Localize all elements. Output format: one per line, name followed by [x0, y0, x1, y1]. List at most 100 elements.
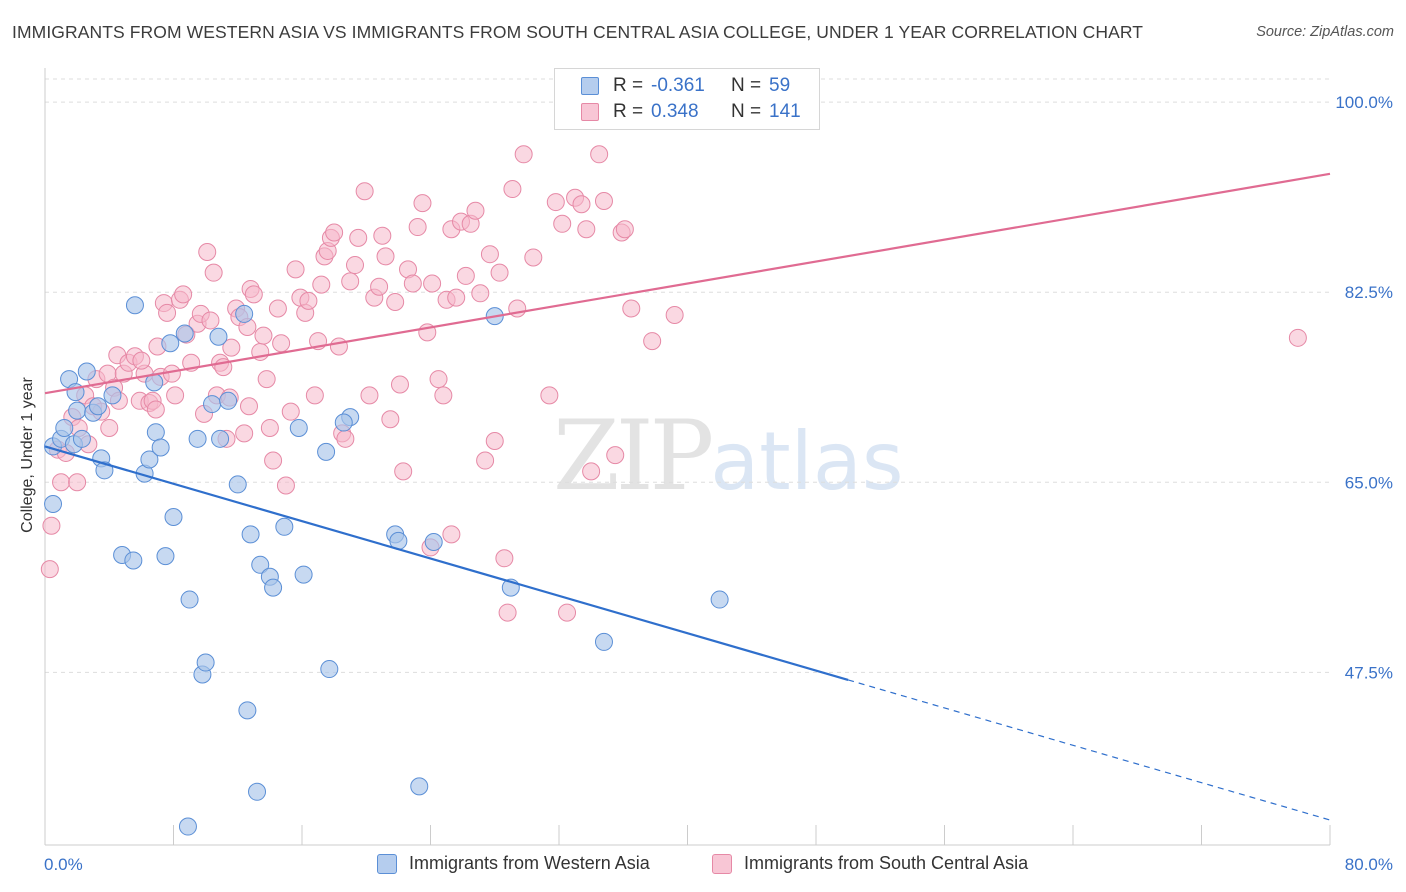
data-point-south-central-asia — [480, 245, 499, 264]
data-point-western-asia — [251, 555, 270, 574]
data-point-western-asia — [151, 438, 170, 457]
data-point-south-central-asia — [485, 431, 504, 450]
data-point-western-asia — [55, 418, 74, 437]
data-point-south-central-asia — [235, 424, 254, 443]
data-point-western-asia — [164, 508, 183, 527]
data-point-south-central-asia — [540, 386, 559, 405]
data-point-south-central-asia — [244, 285, 263, 304]
data-point-western-asia — [294, 565, 313, 584]
data-point-south-central-asia — [325, 223, 344, 242]
data-point-western-asia — [68, 401, 87, 420]
series-legend: Immigrants from Western Asia Immigrants … — [0, 852, 1406, 878]
legend-r-value: -0.361 — [651, 75, 705, 96]
data-point-south-central-asia — [546, 193, 565, 212]
trend-line-western-asia — [44, 445, 849, 681]
data-point-western-asia — [594, 632, 613, 651]
data-point-western-asia — [264, 578, 283, 597]
data-point-south-central-asia — [198, 243, 217, 262]
data-point-south-central-asia — [68, 473, 87, 492]
data-point-south-central-asia — [286, 260, 305, 279]
data-point-south-central-asia — [476, 451, 495, 470]
data-point-south-central-asia — [360, 386, 379, 405]
data-point-south-central-asia — [40, 560, 59, 579]
data-point-western-asia — [248, 782, 267, 801]
data-point-south-central-asia — [264, 451, 283, 470]
data-point-western-asia — [196, 653, 215, 672]
data-point-western-asia — [72, 429, 91, 448]
data-point-south-central-asia — [471, 284, 490, 303]
trend-lines — [44, 172, 1331, 821]
legend-label: Immigrants from Western Asia — [409, 853, 650, 873]
data-point-western-asia — [410, 777, 429, 796]
data-point-south-central-asia — [373, 226, 392, 245]
data-point-western-asia — [235, 304, 254, 323]
data-point-south-central-asia — [305, 386, 324, 405]
data-point-south-central-asia — [376, 247, 395, 266]
data-point-western-asia — [320, 660, 339, 679]
data-point-south-central-asia — [254, 326, 273, 345]
data-point-south-central-asia — [590, 145, 609, 164]
data-point-western-asia — [228, 475, 247, 494]
trend-line-western-asia-extension — [847, 679, 1331, 821]
data-point-south-central-asia — [174, 285, 193, 304]
data-point-south-central-asia — [615, 220, 634, 239]
data-point-south-central-asia — [498, 603, 517, 622]
data-point-western-asia — [424, 532, 443, 551]
data-point-western-asia — [178, 817, 197, 836]
data-point-south-central-asia — [42, 516, 61, 535]
data-point-south-central-asia — [158, 303, 177, 322]
data-point-south-central-asia — [299, 291, 318, 310]
data-point-western-asia — [89, 397, 108, 416]
data-point-south-central-asia — [355, 182, 374, 201]
data-point-south-central-asia — [408, 218, 427, 237]
data-point-south-central-asia — [503, 180, 522, 199]
data-point-south-central-asia — [329, 337, 348, 356]
data-point-western-asia — [241, 525, 260, 544]
data-point-south-central-asia — [390, 375, 409, 394]
data-point-western-asia — [125, 296, 144, 315]
data-point-south-central-asia — [222, 338, 241, 357]
data-point-south-central-asia — [166, 386, 185, 405]
data-point-south-central-asia — [447, 288, 466, 307]
axes — [44, 68, 1331, 846]
data-point-south-central-asia — [572, 195, 591, 214]
legend-n-label: N = — [731, 101, 762, 122]
data-point-western-asia — [156, 547, 175, 566]
data-point-south-central-asia — [622, 299, 641, 318]
data-point-western-asia — [146, 423, 165, 442]
data-point-south-central-asia — [272, 334, 291, 353]
data-point-south-central-asia — [204, 263, 223, 282]
legend-n-value: 59 — [769, 75, 791, 96]
data-point-south-central-asia — [423, 274, 442, 293]
western-asia-points — [44, 296, 729, 836]
data-point-south-central-asia — [434, 386, 453, 405]
data-point-south-central-asia — [341, 272, 360, 291]
data-point-south-central-asia — [665, 306, 684, 325]
data-point-south-central-asia — [442, 525, 461, 544]
data-point-western-asia — [124, 551, 143, 570]
legend-n-value: 141 — [769, 101, 801, 122]
data-point-western-asia — [219, 391, 238, 410]
data-point-south-central-asia — [100, 418, 119, 437]
y-tick-label: 47.5% — [1345, 663, 1393, 682]
data-point-south-central-asia — [514, 145, 533, 164]
data-point-south-central-asia — [594, 191, 613, 210]
data-point-south-central-asia — [403, 274, 422, 293]
data-point-south-central-asia — [201, 311, 220, 330]
data-point-western-asia — [710, 590, 729, 609]
data-point-south-central-asia — [381, 410, 400, 429]
data-point-western-asia — [140, 450, 159, 469]
data-point-south-central-asia — [268, 299, 287, 318]
data-point-western-asia — [334, 413, 353, 432]
south-central-asia-points — [40, 145, 1307, 622]
y-tick-label: 82.5% — [1345, 283, 1393, 302]
data-point-south-central-asia — [257, 370, 276, 389]
y-tick-label: 65.0% — [1345, 473, 1393, 492]
data-point-western-asia — [203, 395, 222, 414]
data-point-south-central-asia — [495, 549, 514, 568]
tick-labels: 47.5% 65.0% 82.5% 100.0% 0.0% 80.0% — [44, 93, 1393, 874]
data-point-western-asia — [289, 418, 308, 437]
data-point-south-central-asia — [276, 476, 295, 495]
data-point-western-asia — [103, 386, 122, 405]
